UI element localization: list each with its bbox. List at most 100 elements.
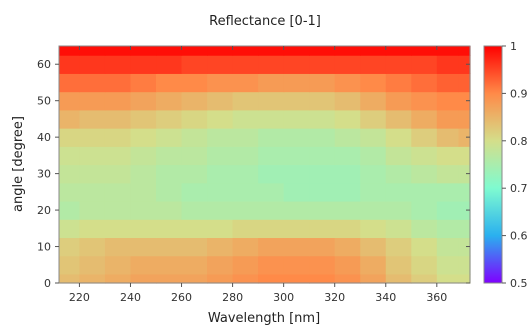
heatmap-cell bbox=[411, 273, 438, 284]
heatmap-cell bbox=[156, 109, 183, 129]
y-tick-label: 30 bbox=[37, 168, 51, 181]
heatmap-cell bbox=[130, 146, 157, 166]
heatmap-cell bbox=[104, 146, 132, 166]
heatmap-cell bbox=[334, 200, 361, 220]
heatmap-cell bbox=[411, 255, 438, 275]
heatmap-cell bbox=[360, 55, 387, 74]
heatmap-cell bbox=[436, 55, 460, 74]
colorbar-tick-label: 0.6 bbox=[510, 230, 528, 243]
heatmap-cell bbox=[436, 128, 460, 147]
heatmap-cell bbox=[207, 200, 234, 220]
heatmap-cell bbox=[156, 128, 183, 147]
x-tick-label: 280 bbox=[222, 291, 243, 304]
x-tick-label: 340 bbox=[375, 291, 396, 304]
heatmap-cell bbox=[156, 91, 183, 111]
heatmap-cell bbox=[309, 73, 336, 93]
y-tick-label: 50 bbox=[37, 95, 51, 108]
heatmap-cell bbox=[283, 73, 310, 93]
heatmap-cell bbox=[411, 237, 438, 257]
heatmap-cell bbox=[309, 128, 336, 147]
heatmap-cell bbox=[156, 46, 183, 56]
heatmap-cell bbox=[258, 109, 285, 129]
heatmap-cell bbox=[283, 109, 310, 129]
heatmap-cell bbox=[436, 255, 460, 275]
heatmap-cell bbox=[104, 219, 132, 239]
heatmap-cell bbox=[232, 219, 259, 239]
heatmap-cell bbox=[156, 182, 183, 202]
heatmap-cell bbox=[156, 237, 183, 257]
heatmap-cell bbox=[334, 182, 361, 202]
heatmap-cell bbox=[59, 182, 81, 202]
heatmap-cell bbox=[283, 182, 310, 202]
heatmap-cell bbox=[79, 182, 106, 202]
heatmap-cell bbox=[334, 219, 361, 239]
heatmap-cell bbox=[283, 146, 310, 166]
heatmap-cell bbox=[309, 46, 336, 56]
x-tick-label: 240 bbox=[120, 291, 141, 304]
heatmap-cell bbox=[360, 200, 387, 220]
heatmap-cell bbox=[232, 46, 259, 56]
heatmap-cell bbox=[232, 255, 259, 275]
heatmap-cell bbox=[258, 146, 285, 166]
heatmap-cell bbox=[130, 109, 157, 129]
heatmap-cell bbox=[130, 237, 157, 257]
heatmap-cell bbox=[283, 55, 310, 74]
heatmap-cell bbox=[207, 273, 234, 284]
heatmap-cell bbox=[385, 255, 412, 275]
heatmap-cell bbox=[411, 73, 438, 93]
heatmap-cell bbox=[458, 146, 471, 166]
heatmap-cell bbox=[79, 55, 106, 74]
heatmap-cell bbox=[232, 237, 259, 257]
heatmap-cell bbox=[232, 73, 259, 93]
heatmap-cell bbox=[59, 237, 81, 257]
heatmap-cell bbox=[385, 128, 412, 147]
heatmap-cell bbox=[181, 182, 208, 202]
heatmap-cell bbox=[334, 164, 361, 184]
heatmap-cell bbox=[156, 273, 183, 284]
heatmap-cell bbox=[334, 273, 361, 284]
heatmap-cell bbox=[181, 200, 208, 220]
heatmap-cell bbox=[207, 46, 234, 56]
heatmap-cell bbox=[232, 200, 259, 220]
heatmap-cell bbox=[207, 146, 234, 166]
heatmap-cell bbox=[104, 46, 132, 56]
heatmap-cell bbox=[309, 109, 336, 129]
heatmap-cell bbox=[360, 128, 387, 147]
heatmap-cell bbox=[283, 128, 310, 147]
heatmap-cell bbox=[436, 46, 460, 56]
x-tick-label: 300 bbox=[273, 291, 294, 304]
heatmap-cell bbox=[258, 55, 285, 74]
heatmap-cell bbox=[207, 182, 234, 202]
heatmap-cell bbox=[79, 200, 106, 220]
heatmap-cell bbox=[283, 237, 310, 257]
heatmap-cell bbox=[130, 55, 157, 74]
heatmap-cell bbox=[79, 91, 106, 111]
heatmap-cell bbox=[130, 164, 157, 184]
heatmap-cell bbox=[309, 164, 336, 184]
heatmap-cell bbox=[334, 237, 361, 257]
plot-frame bbox=[58, 45, 471, 284]
heatmap-cell bbox=[207, 237, 234, 257]
heatmap-cell bbox=[283, 46, 310, 56]
heatmap-cell bbox=[458, 164, 471, 184]
heatmap-cell bbox=[360, 73, 387, 93]
heatmap-cell bbox=[283, 91, 310, 111]
heatmap-cell bbox=[458, 219, 471, 239]
heatmap-cell bbox=[59, 91, 81, 111]
x-axis: 220 240 260 280 300 320 340 360 bbox=[69, 46, 447, 304]
heatmap-cell bbox=[232, 55, 259, 74]
heatmap-cell bbox=[458, 255, 471, 275]
heatmap-cell bbox=[104, 55, 132, 74]
heatmap-cell bbox=[130, 73, 157, 93]
heatmap-cell bbox=[411, 46, 438, 56]
heatmap-cell bbox=[258, 91, 285, 111]
heatmap-cell bbox=[104, 273, 132, 284]
heatmap-cell bbox=[436, 200, 460, 220]
y-axis-title: angle [degree] bbox=[11, 116, 26, 212]
heatmap-cell bbox=[59, 73, 81, 93]
heatmap-cell bbox=[309, 200, 336, 220]
heatmap-cell bbox=[130, 91, 157, 111]
heatmap-cell bbox=[130, 200, 157, 220]
heatmap-cell bbox=[104, 182, 132, 202]
heatmap-cell bbox=[207, 255, 234, 275]
